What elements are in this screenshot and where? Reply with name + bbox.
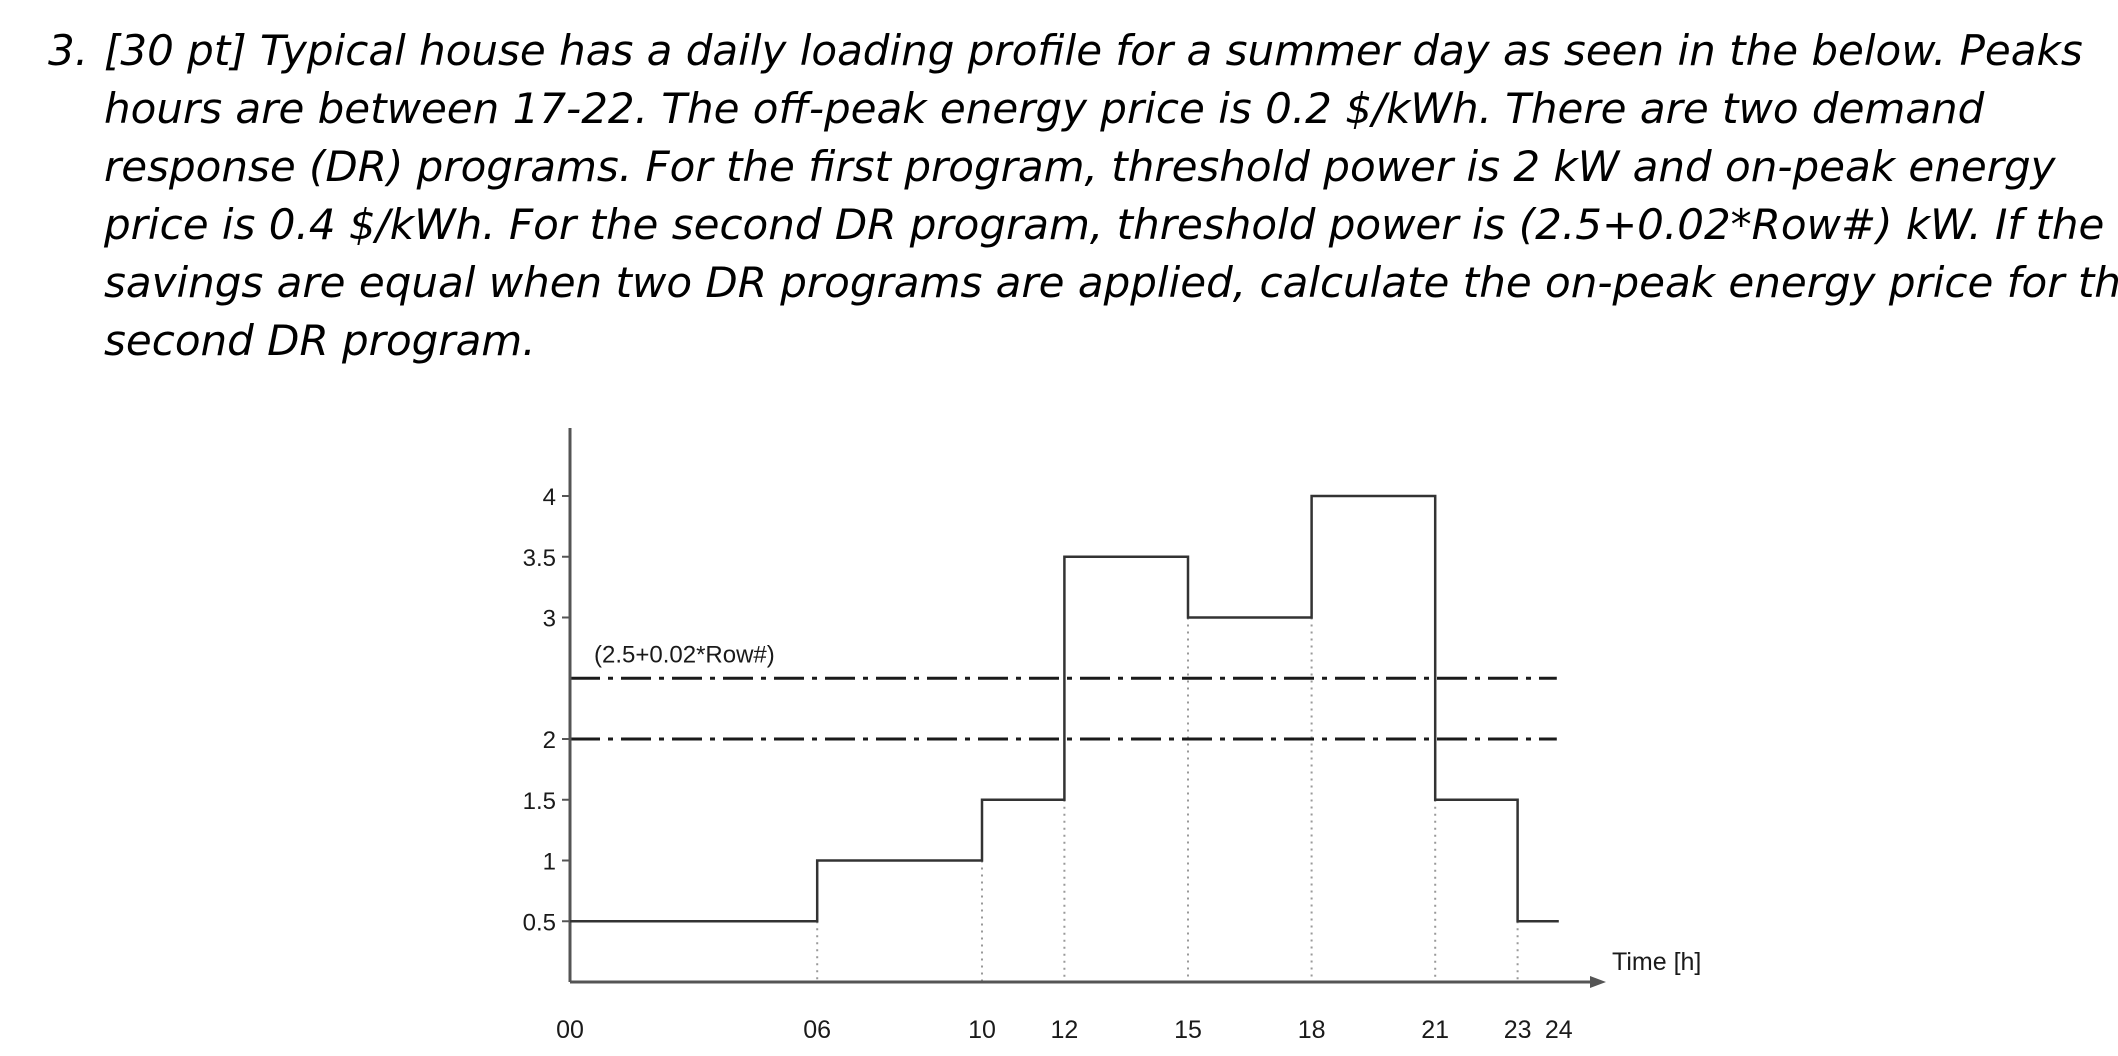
question-line-3: response (DR) programs. For the first pr… <box>104 142 2056 191</box>
x-tick-label: 15 <box>1174 1016 1202 1044</box>
threshold-lines: (2.5+0.02*Row#) <box>570 641 1557 741</box>
y-tick-label: 2 <box>543 727 556 754</box>
x-axis-label: Time [h] <box>1612 948 1701 976</box>
question-number: 3. <box>48 26 89 75</box>
x-tick-label: 18 <box>1298 1016 1326 1044</box>
x-tick-label: 10 <box>968 1016 996 1044</box>
x-tick-label: 00 <box>556 1016 584 1044</box>
x-tick-label: 12 <box>1050 1016 1078 1044</box>
y-tick-label: 1.5 <box>523 788 556 815</box>
y-tick-label: 0.5 <box>523 909 556 936</box>
y-tick-label: 1 <box>543 849 556 876</box>
y-tick-label: 4 <box>543 484 556 511</box>
question-text: 3. [30 pt] Typical house has a daily load… <box>48 22 2118 370</box>
question-line-2: hours are between 17-22. The off-peak en… <box>104 84 1985 133</box>
threshold-label: (2.5+0.02*Row#) <box>594 641 775 668</box>
x-tick-label: 23 <box>1504 1016 1532 1044</box>
dotted-guides <box>816 617 1519 982</box>
question-line-6: second DR program. <box>104 316 536 365</box>
question-line-1: 3. [30 pt] Typical house has a daily load… <box>48 22 2088 80</box>
x-tick-label: 24 <box>1545 1016 1573 1044</box>
x-axis-arrow <box>1590 976 1606 988</box>
x-tick-label: 06 <box>803 1016 831 1044</box>
y-tick-label: 3.5 <box>523 545 556 572</box>
x-tick-label: 21 <box>1421 1016 1449 1044</box>
load-profile-line <box>570 494 1559 923</box>
y-tick-label: 3 <box>543 606 556 633</box>
question-line-5: savings are equal when two DR programs a… <box>104 258 2118 307</box>
y-ticks: 0.5 1 1.5 2 3 3.5 4 <box>523 484 570 936</box>
axes <box>568 428 1606 988</box>
x-ticks: 00 06 10 12 15 18 21 23 24 <box>556 1016 1573 1044</box>
question-line-4: price is 0.4 $/kWh. For the second DR pr… <box>104 200 2105 249</box>
